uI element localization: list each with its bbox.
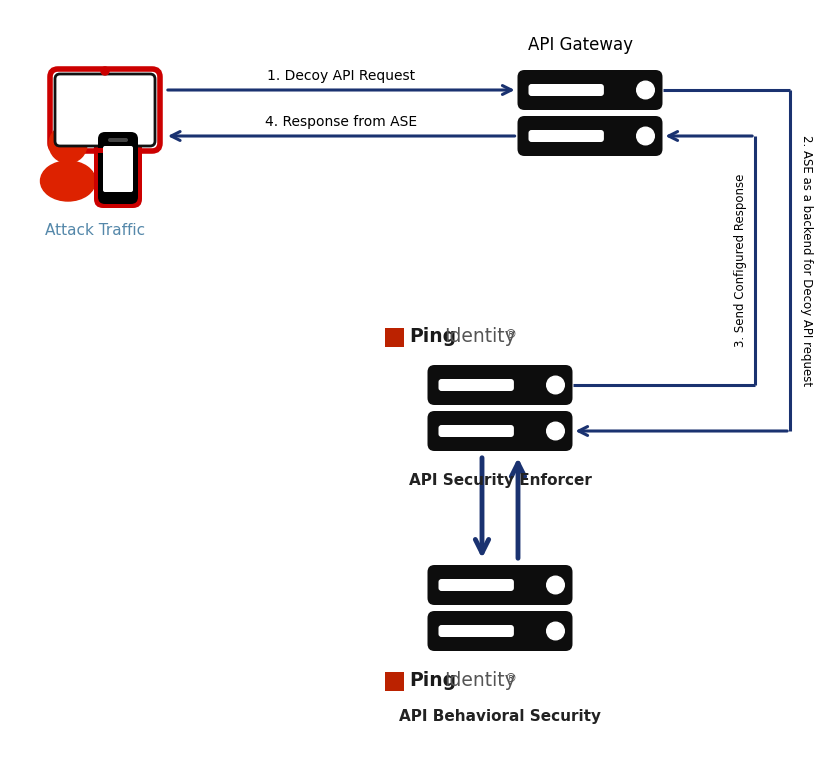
Text: Identity: Identity [444, 327, 516, 346]
Circle shape [547, 422, 564, 440]
FancyBboxPatch shape [50, 69, 160, 151]
Text: Identity: Identity [444, 671, 516, 690]
FancyBboxPatch shape [438, 625, 514, 637]
Text: 3. Send Configured Response: 3. Send Configured Response [734, 174, 747, 347]
Bar [385, 671, 404, 690]
Circle shape [637, 81, 654, 99]
FancyBboxPatch shape [428, 365, 572, 405]
Circle shape [49, 125, 87, 163]
FancyBboxPatch shape [428, 611, 572, 651]
Text: Ping: Ping [409, 327, 457, 346]
Bar [385, 327, 404, 346]
FancyBboxPatch shape [103, 146, 133, 192]
FancyBboxPatch shape [518, 116, 662, 156]
FancyBboxPatch shape [428, 565, 572, 605]
FancyBboxPatch shape [55, 74, 155, 146]
Circle shape [101, 67, 109, 75]
Circle shape [547, 622, 564, 640]
Ellipse shape [41, 161, 95, 201]
Circle shape [547, 576, 564, 594]
Text: 1. Decoy API Request: 1. Decoy API Request [267, 69, 415, 83]
Text: ®: ® [504, 329, 516, 342]
FancyBboxPatch shape [108, 138, 128, 142]
Circle shape [637, 127, 654, 145]
FancyBboxPatch shape [438, 425, 514, 437]
Circle shape [547, 376, 564, 394]
Text: Ping: Ping [409, 671, 457, 690]
Text: API Security Enforcer: API Security Enforcer [409, 473, 591, 488]
FancyBboxPatch shape [94, 128, 142, 208]
Text: API Gateway: API Gateway [528, 36, 633, 54]
Text: ®: ® [504, 673, 516, 686]
Text: API Behavioral Security: API Behavioral Security [399, 709, 601, 724]
FancyBboxPatch shape [98, 132, 138, 204]
FancyBboxPatch shape [438, 579, 514, 591]
FancyBboxPatch shape [438, 379, 514, 391]
FancyBboxPatch shape [528, 84, 604, 96]
FancyBboxPatch shape [428, 411, 572, 451]
Text: Attack Traffic: Attack Traffic [45, 223, 145, 238]
FancyBboxPatch shape [528, 130, 604, 142]
FancyBboxPatch shape [93, 148, 117, 153]
FancyBboxPatch shape [518, 70, 662, 110]
Text: 4. Response from ASE: 4. Response from ASE [265, 115, 418, 129]
Text: 2. ASE as a backend for Decoy API request: 2. ASE as a backend for Decoy API reques… [800, 135, 813, 386]
